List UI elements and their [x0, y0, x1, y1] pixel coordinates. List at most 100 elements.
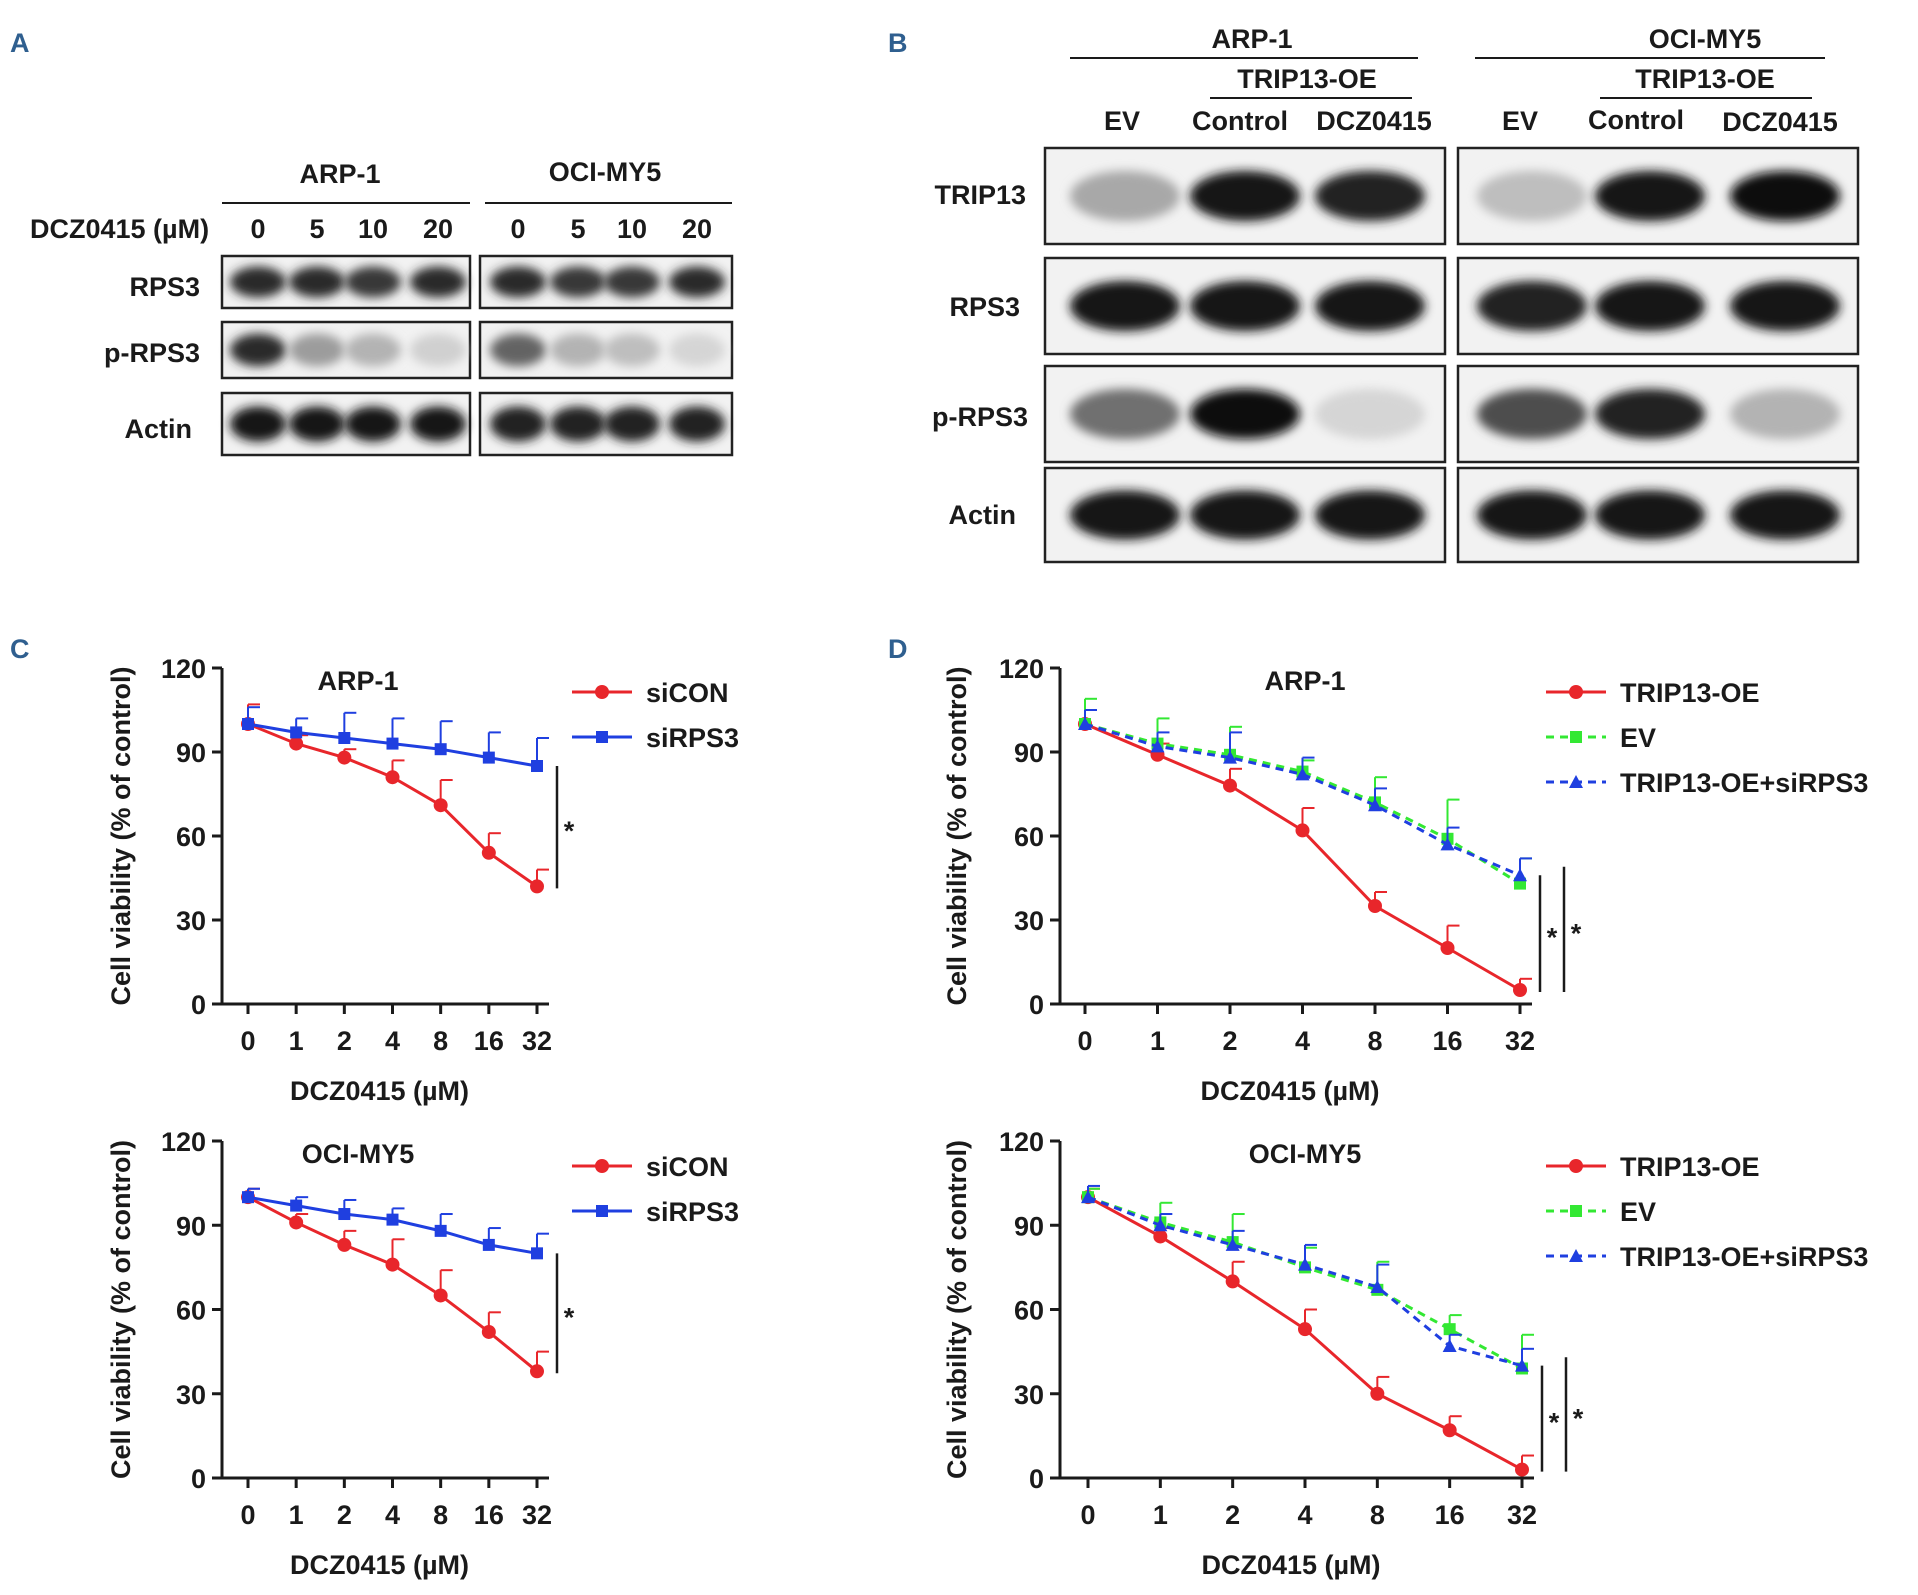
dose-tick: 10 [617, 214, 647, 244]
x-tick-label: 4 [1297, 1500, 1312, 1530]
blot-band [1730, 388, 1840, 440]
data-point [242, 718, 254, 730]
y-tick-label: 90 [1014, 738, 1044, 768]
chart-d-arp1: 0 30 60 90 120 0 1 2 4 8 16 32 ARP-1 DCZ0415 (µM) Cell… [942, 654, 1868, 1106]
legend-label: TRIP13-OE [1620, 1152, 1760, 1182]
y-tick-label: 0 [191, 990, 206, 1020]
data-point [1515, 1358, 1529, 1372]
data-point [1443, 1323, 1456, 1336]
blot-band [1730, 490, 1840, 540]
data-point [433, 1288, 448, 1303]
x-tick-label: 16 [474, 1026, 504, 1056]
y-tick-label: 60 [176, 1296, 206, 1326]
x-tick-label: 0 [1077, 1026, 1092, 1056]
series-TRIP13-OE+siRPS3 [1081, 1184, 1534, 1372]
chart-c-arp1: 0 30 60 90 120 0 1 2 4 8 16 32 ARP-1 DCZ0415 (µM) Cell… [106, 654, 739, 1106]
data-point [1225, 1237, 1240, 1251]
blot-band [550, 333, 606, 367]
blot-band [1315, 280, 1425, 332]
blot-band [230, 333, 286, 367]
blot-band [1477, 170, 1587, 222]
blot-band [490, 333, 546, 367]
data-point [1442, 1423, 1457, 1438]
data-point [1515, 1462, 1529, 1477]
data-point [481, 1324, 496, 1339]
legend-label: TRIP13-OE [1620, 678, 1760, 708]
blot-band [1730, 170, 1840, 222]
data-point [385, 770, 400, 785]
y-tick-label: 30 [1014, 906, 1044, 936]
y-tick-label: 60 [176, 822, 206, 852]
data-point [386, 1213, 399, 1226]
blot-band [410, 406, 466, 442]
subgroup-label-ocimy5: TRIP13-OE [1635, 64, 1775, 94]
legend-marker [595, 1159, 609, 1173]
data-point [1370, 1386, 1385, 1401]
row-label-actin: Actin [125, 414, 193, 444]
lane-label: DCZ0415 [1316, 106, 1432, 136]
lane-label: EV [1104, 106, 1140, 136]
data-point [1513, 983, 1527, 997]
lane-label: Control [1588, 105, 1684, 135]
lane-label: DCZ0415 [1722, 107, 1838, 137]
data-point [337, 1237, 352, 1252]
data-point [1225, 1274, 1240, 1289]
blot-band [1477, 280, 1587, 332]
data-point [530, 879, 544, 894]
blot-a [220, 254, 734, 457]
lane-label: EV [1502, 106, 1538, 136]
data-point [434, 1224, 447, 1237]
data-point [530, 1364, 544, 1379]
chart-title: OCI-MY5 [1249, 1139, 1362, 1169]
x-tick-label: 32 [1505, 1026, 1535, 1056]
data-point [1442, 1339, 1457, 1353]
data-point [289, 1215, 304, 1230]
x-tick-label: 16 [474, 1500, 504, 1530]
series-EV [1082, 1187, 1534, 1375]
chart-title: OCI-MY5 [302, 1139, 415, 1169]
blot-band [230, 266, 286, 298]
blot-band [1315, 490, 1425, 540]
x-tick-label: 2 [1225, 1500, 1240, 1530]
blot-band [289, 333, 345, 367]
series-siRPS3 [242, 1187, 549, 1260]
x-tick-label: 2 [1222, 1026, 1237, 1056]
data-point [1223, 778, 1237, 793]
blot-band [669, 333, 725, 367]
y-axis-label: Cell viability (% of control) [106, 1140, 136, 1479]
y-tick-label: 60 [1014, 822, 1044, 852]
legend-marker [596, 1205, 608, 1217]
blot-band [289, 266, 345, 298]
blot-band [1190, 170, 1300, 222]
y-tick-label: 0 [1029, 1464, 1044, 1494]
data-point [482, 751, 495, 764]
y-tick-label: 90 [176, 1211, 206, 1241]
y-tick-label: 0 [1029, 990, 1044, 1020]
blot-band [345, 266, 401, 298]
x-tick-label: 32 [522, 1500, 552, 1530]
blot-band [550, 406, 606, 442]
data-point [242, 1191, 254, 1204]
x-tick-label: 4 [385, 1500, 400, 1530]
data-point [386, 737, 399, 750]
x-tick-label: 1 [1150, 1026, 1165, 1056]
blot-band [345, 333, 401, 367]
dose-label: DCZ0415 (µM) [30, 214, 209, 244]
y-tick-label: 30 [176, 906, 206, 936]
x-tick-label: 1 [1153, 1500, 1168, 1530]
data-point [1150, 739, 1165, 753]
row-label-actin: Actin [949, 500, 1017, 530]
series-line [1087, 1195, 1523, 1370]
data-point [434, 743, 447, 756]
blot-band [604, 406, 660, 442]
group-label-ocimy5: OCI-MY5 [1649, 24, 1762, 54]
blot-band [669, 406, 725, 442]
x-tick-label: 32 [522, 1026, 552, 1056]
data-point [1368, 899, 1382, 913]
x-tick-label: 4 [385, 1026, 400, 1056]
group-label-ocimy5: OCI-MY5 [549, 157, 662, 187]
dose-tick: 20 [423, 214, 453, 244]
data-point [289, 736, 304, 751]
x-tick-label: 16 [1432, 1026, 1462, 1056]
data-point [481, 845, 496, 860]
